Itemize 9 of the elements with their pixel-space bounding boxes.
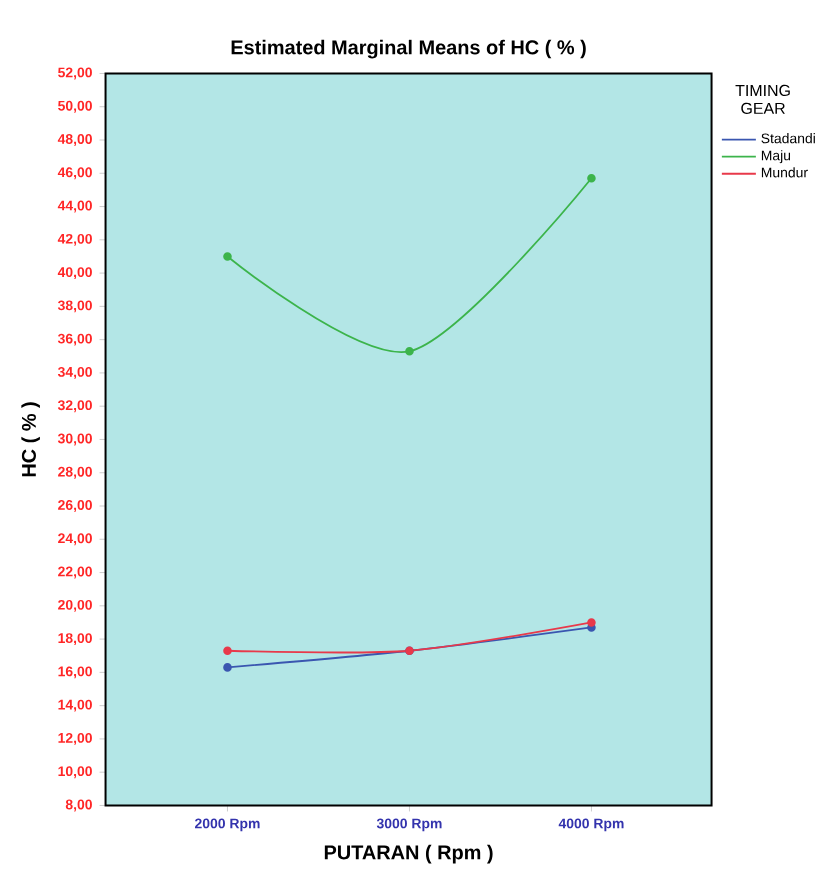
point [223,252,232,261]
chart-title: Estimated Marginal Means of HC ( % ) [231,39,586,59]
point [405,347,414,356]
point [223,663,232,672]
y-axis-title: HC ( % ) [21,402,40,477]
point [587,173,596,183]
point [223,646,232,656]
x-axis-title: PUTARAN ( Rpm ) [324,844,493,864]
point [587,618,596,627]
